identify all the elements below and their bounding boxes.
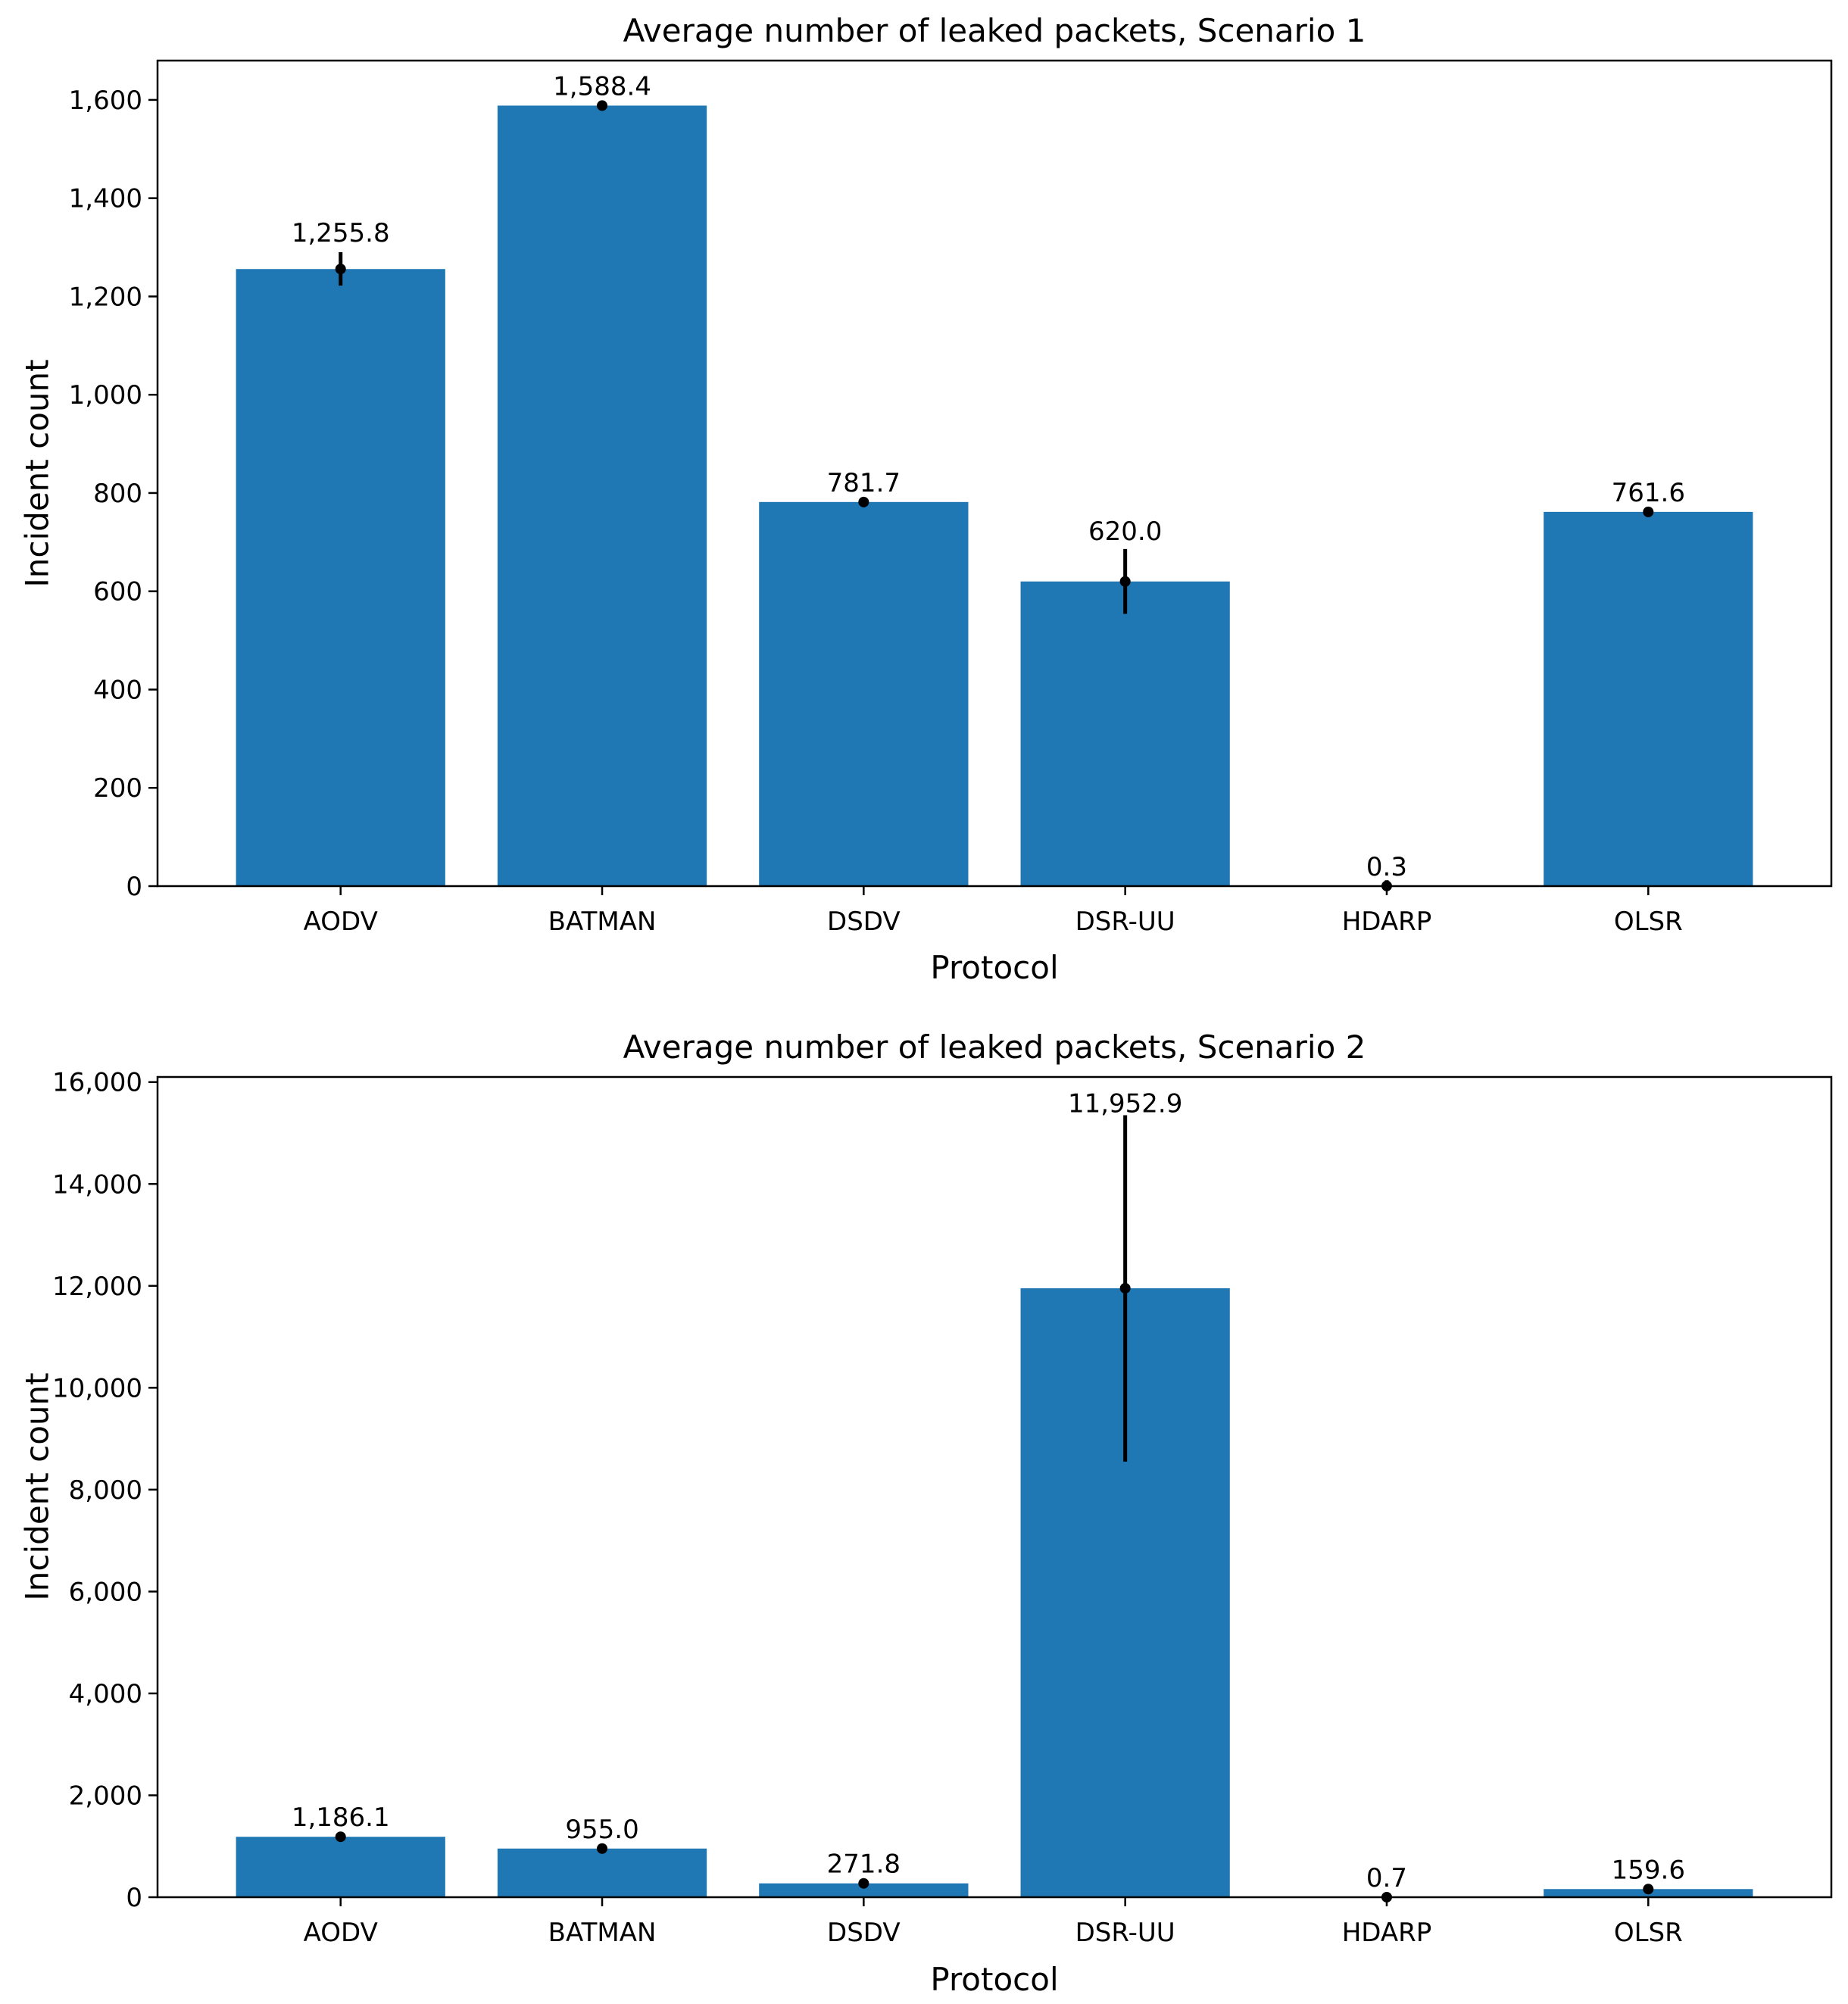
mean-marker-batman (597, 1843, 608, 1854)
x-tick-label-olsr: OLSR (1614, 907, 1683, 937)
x-tick-label-hdarp: HDARP (1342, 907, 1432, 937)
x-axis-label: Protocol (930, 949, 1058, 986)
y-tick-label: 800 (93, 479, 142, 509)
mean-marker-dsr-uu (1119, 576, 1131, 587)
mean-marker-aodv (335, 1831, 346, 1843)
y-tick-label: 1,200 (69, 282, 142, 312)
y-tick-label: 400 (93, 675, 142, 705)
x-tick-label-dsr-uu: DSR-UU (1075, 907, 1175, 937)
y-tick-label: 12,000 (52, 1272, 142, 1302)
data-label-batman: 955.0 (565, 1815, 638, 1845)
data-label-olsr: 159.6 (1612, 1855, 1685, 1885)
y-tick-label: 10,000 (52, 1373, 142, 1403)
y-axis-label: Incident count (19, 1372, 56, 1600)
data-label-aodv: 1,186.1 (292, 1803, 390, 1833)
y-tick-label: 1,000 (69, 380, 142, 410)
chart-panel-2: 1,186.1 955.0 271.8 11,952.9 0.7 159.6 0 2,000 4… (19, 1029, 1833, 1998)
y-tick-label: 1,600 (69, 86, 142, 116)
bar-batman[interactable] (497, 1848, 707, 1897)
y-tick-label: 600 (93, 577, 142, 607)
x-tick-label-batman: BATMAN (548, 907, 657, 937)
x-tick-label-dsdv: DSDV (827, 1918, 901, 1948)
chart-title: Average number of leaked packets, Scenar… (623, 1029, 1366, 1066)
plot-frame (156, 59, 1833, 888)
mean-marker-aodv (335, 264, 346, 275)
chart-title: Average number of leaked packets, Scenar… (623, 12, 1366, 49)
y-tick-label: 200 (93, 773, 142, 804)
bar-dsdv[interactable] (759, 501, 969, 886)
mean-marker-dsdv (858, 1878, 869, 1889)
plot-frame (156, 1075, 1833, 1899)
chart-panel-1: 1,255.8 1,588.4 781.7 620.0 0.3 761.6 0 200 400 6… (19, 12, 1833, 986)
bar-batman[interactable] (497, 105, 707, 887)
y-tick-label: 14,000 (52, 1169, 142, 1200)
x-axis-label: Protocol (930, 1961, 1058, 1998)
y-tick-label: 0 (126, 872, 142, 902)
mean-marker-olsr (1643, 1884, 1654, 1895)
bar-olsr[interactable] (1544, 511, 1753, 886)
data-label-dsdv: 781.7 (827, 468, 901, 498)
x-tick-label-dsr-uu: DSR-UU (1075, 1918, 1175, 1948)
data-label-dsdv: 271.8 (827, 1849, 901, 1880)
y-tick-label: 8,000 (69, 1475, 142, 1506)
bar-aodv[interactable] (236, 1837, 445, 1897)
x-tick-label-batman: BATMAN (548, 1918, 657, 1948)
y-tick-label: 2,000 (69, 1781, 142, 1811)
data-label-batman: 1,588.4 (553, 71, 651, 101)
mean-marker-olsr (1643, 506, 1654, 517)
data-label-aodv: 1,255.8 (292, 218, 390, 248)
mean-marker-batman (597, 100, 608, 111)
data-label-dsr-uu: 620.0 (1088, 517, 1162, 547)
y-tick-label: 16,000 (52, 1068, 142, 1098)
x-tick-label-dsdv: DSDV (827, 907, 901, 937)
bar-dsr-uu[interactable] (1020, 581, 1230, 886)
data-label-dsr-uu: 11,952.9 (1068, 1088, 1182, 1119)
data-label-hdarp: 0.3 (1366, 852, 1407, 882)
y-tick-label: 0 (126, 1883, 142, 1913)
bar-aodv[interactable] (236, 269, 445, 887)
mean-marker-dsr-uu (1119, 1282, 1131, 1294)
x-tick-label-aodv: AODV (304, 907, 378, 937)
y-tick-label: 4,000 (69, 1679, 142, 1709)
mean-marker-dsdv (858, 496, 869, 507)
data-label-hdarp: 0.7 (1366, 1863, 1407, 1893)
x-tick-label-olsr: OLSR (1614, 1918, 1683, 1948)
x-tick-label-aodv: AODV (304, 1918, 378, 1948)
data-label-olsr: 761.6 (1612, 478, 1685, 508)
y-tick-label: 6,000 (69, 1577, 142, 1607)
x-tick-label-hdarp: HDARP (1342, 1918, 1432, 1948)
y-axis-label: Incident count (19, 359, 56, 587)
bar-dsdv[interactable] (759, 1883, 969, 1897)
y-tick-label: 1,400 (69, 184, 142, 214)
